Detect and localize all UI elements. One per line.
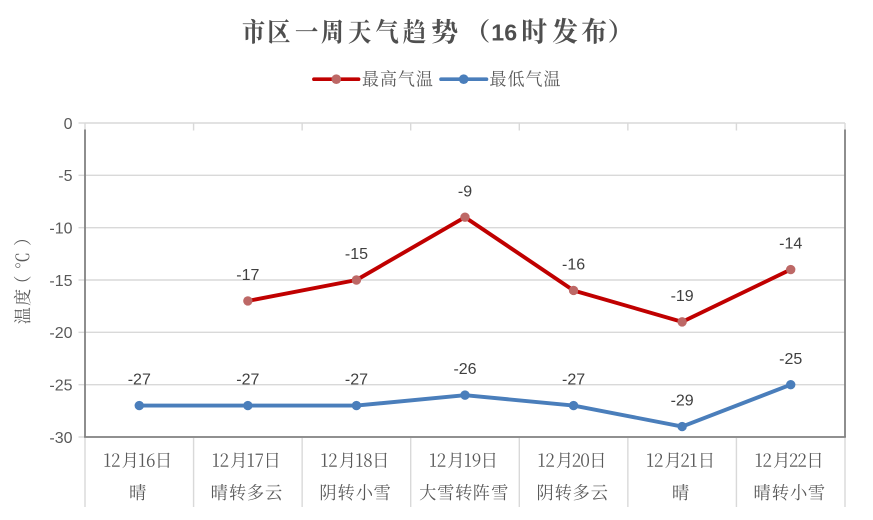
svg-text:-10: -10 xyxy=(49,220,72,237)
svg-text:-5: -5 xyxy=(58,168,72,185)
svg-text:-25: -25 xyxy=(49,377,72,394)
svg-text:-30: -30 xyxy=(49,430,72,447)
svg-text:-15: -15 xyxy=(345,246,368,263)
svg-text:-19: -19 xyxy=(671,288,694,305)
svg-text:-27: -27 xyxy=(345,372,368,389)
svg-text:-27: -27 xyxy=(562,372,585,389)
svg-text:-25: -25 xyxy=(779,351,802,368)
svg-text:-9: -9 xyxy=(458,183,472,200)
svg-text:-15: -15 xyxy=(49,273,72,290)
svg-text:-20: -20 xyxy=(49,325,72,342)
svg-text:0: 0 xyxy=(64,116,73,133)
svg-text:-16: -16 xyxy=(562,257,585,274)
svg-text:-29: -29 xyxy=(671,393,694,410)
svg-text:-14: -14 xyxy=(779,236,802,253)
svg-text:-26: -26 xyxy=(453,361,476,378)
svg-text:16: 16 xyxy=(491,19,517,45)
svg-text:-27: -27 xyxy=(236,372,259,389)
svg-text:-17: -17 xyxy=(236,267,259,284)
svg-text:-27: -27 xyxy=(128,372,151,389)
